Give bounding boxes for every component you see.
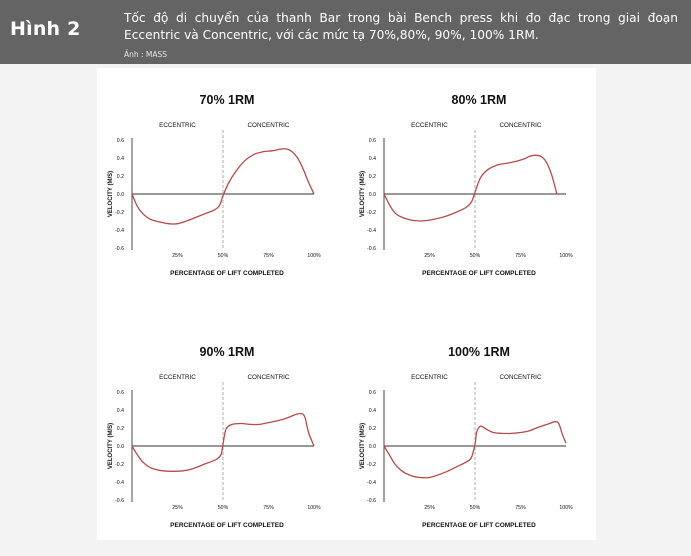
y-tick-label: 0.4: [117, 156, 124, 162]
x-tick-label: 100%: [307, 253, 321, 259]
figure-panel: 70% 1RM ECCENTRIC CONCENTRIC 0.6 0.4 0.2 0.0 -0…: [97, 68, 596, 540]
x-tick-label: 25%: [424, 253, 435, 259]
velocity-curve-1: [383, 421, 567, 479]
x-tick-label: 50%: [470, 253, 481, 259]
y-tick-label: 0.6: [117, 390, 124, 396]
y-tick-label: 0.2: [117, 174, 124, 180]
y-axis-label: VELOCITY (M/S): [108, 423, 114, 469]
velocity-curve-1: [383, 154, 558, 222]
y-tick-label: -0.4: [115, 228, 124, 234]
phase-label-eccentric: ECCENTRIC: [411, 122, 448, 129]
chart-panel-4: 100% 1RM ECCENTRIC CONCENTRIC 0.6 0.4 0.2 0.0 -…: [360, 345, 573, 529]
y-axis-label: VELOCITY (M/S): [108, 171, 114, 217]
y-tick-label: -0.6: [115, 498, 124, 504]
y-tick-label: 0.2: [369, 174, 376, 180]
x-tick-label: 75%: [263, 505, 274, 511]
x-axis-label: PERCENTAGE OF LIFT COMPLETED: [422, 522, 536, 529]
chart-panel-1: 70% 1RM ECCENTRIC CONCENTRIC 0.6 0.4 0.2 0.0 -0…: [108, 93, 321, 277]
phase-label-concentric: CONCENTRIC: [248, 374, 290, 381]
y-tick-label: 0.4: [369, 408, 376, 414]
velocity-curve-1: [131, 148, 315, 225]
y-tick-label: 0.2: [369, 426, 376, 432]
y-tick-label: 0.2: [117, 426, 124, 432]
chart-panel-2: 80% 1RM ECCENTRIC CONCENTRIC 0.6 0.4 0.2 0.0 -0…: [360, 93, 573, 277]
chart-title: 100% 1RM: [448, 345, 510, 359]
y-tick-label: -0.4: [367, 228, 376, 234]
chart-title: 70% 1RM: [200, 93, 255, 107]
y-tick-label: 0.0: [117, 444, 124, 450]
x-tick-label: 100%: [307, 505, 321, 511]
y-tick-label: 0.0: [369, 192, 376, 198]
phase-label-concentric: CONCENTRIC: [500, 374, 542, 381]
y-tick-label: 0.6: [369, 138, 376, 144]
x-tick-label: 50%: [218, 505, 229, 511]
y-tick-label: -0.2: [367, 462, 376, 468]
chart-title: 80% 1RM: [452, 93, 507, 107]
caption-banner: Hình 2 Tốc độ di chuyển của thanh Bar tr…: [0, 0, 691, 64]
chart-title: 90% 1RM: [200, 345, 255, 359]
x-tick-label: 75%: [515, 505, 526, 511]
phase-label-eccentric: ECCENTRIC: [159, 374, 196, 381]
x-tick-label: 100%: [559, 253, 573, 259]
phase-label-concentric: CONCENTRIC: [248, 122, 290, 129]
y-tick-label: 0.0: [117, 192, 124, 198]
x-tick-label: 25%: [172, 505, 183, 511]
x-tick-label: 100%: [559, 505, 573, 511]
phase-label-eccentric: ECCENTRIC: [411, 374, 448, 381]
x-tick-label: 50%: [470, 505, 481, 511]
phase-label-concentric: CONCENTRIC: [500, 122, 542, 129]
y-tick-label: -0.6: [367, 246, 376, 252]
x-tick-label: 25%: [172, 253, 183, 259]
chart-panel-3: 90% 1RM ECCENTRIC CONCENTRIC 0.6 0.4 0.2 0.0 -0…: [108, 345, 321, 529]
y-axis-label: VELOCITY (M/S): [360, 171, 366, 217]
y-tick-label: 0.4: [117, 408, 124, 414]
x-tick-label: 75%: [515, 253, 526, 259]
y-tick-label: 0.4: [369, 156, 376, 162]
x-tick-label: 75%: [263, 253, 274, 259]
phase-label-eccentric: ECCENTRIC: [159, 122, 196, 129]
figure-label: Hình 2: [10, 18, 81, 40]
image-credit: Ảnh : MASS: [124, 50, 168, 59]
y-tick-label: 0.6: [117, 138, 124, 144]
x-tick-label: 50%: [218, 253, 229, 259]
x-tick-label: 25%: [424, 505, 435, 511]
x-axis-label: PERCENTAGE OF LIFT COMPLETED: [170, 270, 284, 277]
velocity-charts: 70% 1RM ECCENTRIC CONCENTRIC 0.6 0.4 0.2 0.0 -0…: [108, 93, 573, 529]
y-tick-label: -0.6: [367, 498, 376, 504]
y-tick-label: -0.2: [115, 210, 124, 216]
figure-caption: Tốc độ di chuyển của thanh Bar trong bài…: [124, 11, 678, 42]
y-tick-label: 0.0: [369, 444, 376, 450]
y-tick-label: -0.4: [367, 480, 376, 486]
y-tick-label: -0.2: [367, 210, 376, 216]
y-tick-label: -0.6: [115, 246, 124, 252]
y-tick-label: -0.2: [115, 462, 124, 468]
x-axis-label: PERCENTAGE OF LIFT COMPLETED: [170, 522, 284, 529]
velocity-curve-1: [131, 412, 315, 472]
y-tick-label: 0.6: [369, 390, 376, 396]
y-axis-label: VELOCITY (M/S): [360, 423, 366, 469]
x-axis-label: PERCENTAGE OF LIFT COMPLETED: [422, 270, 536, 277]
y-tick-label: -0.4: [115, 480, 124, 486]
